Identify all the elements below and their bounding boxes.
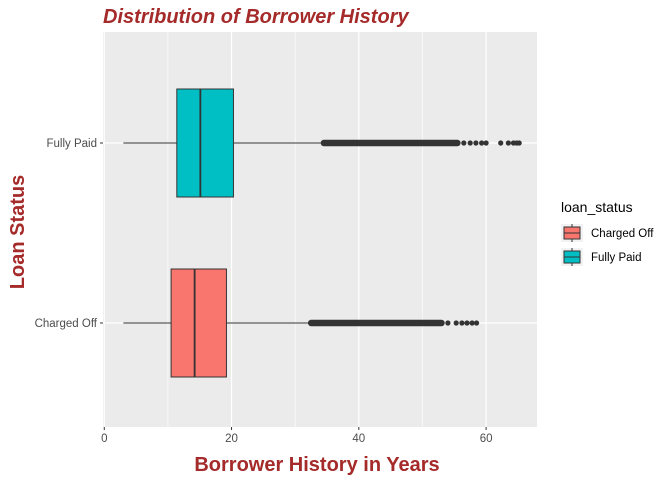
outlier-point	[464, 320, 470, 326]
outlier-point	[473, 320, 480, 326]
y-axis-title: Loan Status	[7, 175, 29, 289]
box-charged-off	[123, 268, 480, 378]
outlier-point	[498, 140, 504, 146]
x-tick-label: 20	[225, 433, 238, 445]
outlier-point	[467, 140, 473, 146]
outlier-point	[516, 140, 522, 146]
outlier-point	[461, 140, 467, 146]
box-series	[123, 88, 522, 378]
x-tick-label: 0	[101, 433, 107, 445]
legend-entry: Fully Paid	[561, 248, 642, 266]
outlier-point	[473, 140, 479, 146]
box-body	[176, 88, 234, 198]
y-axis-ticks: Charged Off Fully Paid	[35, 138, 103, 330]
outlier-point	[469, 320, 475, 326]
x-axis-ticks: 0 20 40 60	[101, 427, 492, 445]
outlier-band	[307, 319, 445, 327]
x-tick-label: 40	[352, 433, 365, 445]
box-fully-paid	[123, 88, 522, 198]
outlier-point	[479, 140, 485, 146]
y-tick-label: Fully Paid	[47, 138, 98, 150]
outlier-point	[459, 320, 465, 326]
legend-entry: Charged Off	[561, 224, 654, 242]
outlier-band	[320, 139, 461, 147]
x-tick-label: 60	[480, 433, 493, 445]
y-tick-label: Charged Off	[35, 318, 98, 330]
outlier-point	[483, 140, 489, 146]
chart-title: Distribution of Borrower History	[103, 6, 409, 28]
x-axis-title: Borrower History in Years	[194, 454, 439, 476]
legend-title: loan_status	[561, 199, 633, 215]
outlier-point	[505, 140, 511, 146]
legend-label: Charged Off	[591, 228, 654, 240]
legend-label: Fully Paid	[591, 252, 642, 264]
legend: loan_status Charged Off Fully Paid	[561, 199, 654, 266]
box-body	[170, 268, 227, 378]
outlier-point	[453, 320, 459, 326]
outlier-point	[445, 320, 451, 326]
